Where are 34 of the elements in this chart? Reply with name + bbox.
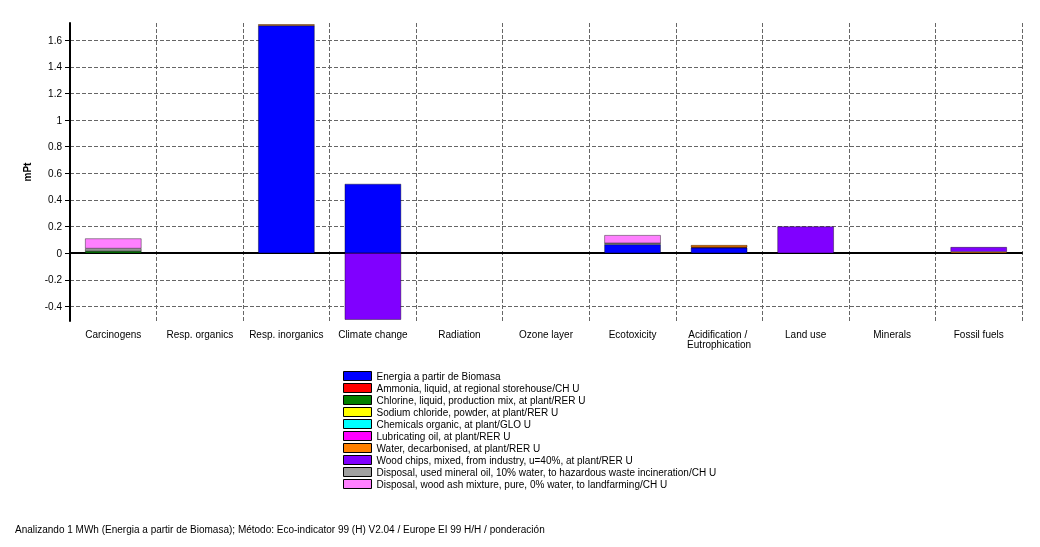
- x-tick-label: Minerals: [873, 328, 912, 340]
- y-tick-label: 1.4: [48, 61, 63, 73]
- y-tick-label: 0.4: [48, 194, 63, 206]
- y-tick-label: -0.4: [44, 300, 63, 312]
- x-tick-label: Acidification / Eutrophication: [687, 328, 752, 350]
- x-tick-label: Land use: [785, 328, 827, 340]
- x-tick-label: Carcinogens: [85, 328, 142, 340]
- x-tick-label: Ecotoxicity: [608, 328, 657, 340]
- legend-label: Disposal, wood ash mixture, pure, 0% water, to landfarming/CH U: [376, 478, 668, 490]
- y-tick-label: 0.6: [48, 167, 63, 179]
- x-tick-label: Radiation: [438, 328, 481, 340]
- y-tick-label: 0: [56, 247, 63, 259]
- x-tick-label: Resp. organics: [166, 328, 234, 340]
- legend-label: Wood chips, mixed, from industry, u=40%, at plant/RER U: [376, 454, 633, 466]
- x-tick-label: Ozone layer: [519, 328, 574, 340]
- x-tick-label: Climate change: [338, 328, 409, 340]
- x-tick-label: Fossil fuels: [953, 328, 1004, 340]
- y-tick-label: 0.8: [48, 141, 63, 153]
- legend-label: Water, decarbonised, at plant/RER U: [376, 442, 541, 454]
- legend-label: Ammonia, liquid, at regional storehouse/CH U: [376, 382, 580, 394]
- legend-label: Sodium chloride, powder, at plant/RER U: [376, 406, 559, 418]
- legend-label: Disposal, used mineral oil, 10% water, to hazardous waste incineration/CH U: [376, 466, 717, 478]
- text: Analizando 1 MWh (Energia a partir de Biomasa); Método: Eco-indicator 99 (H) V2.04 / Europe EI 99 H/H / ponderación: [15, 523, 545, 535]
- y-tick-label: 0.2: [48, 221, 63, 233]
- legend-label: Lubricating oil, at plant/RER U: [376, 430, 511, 442]
- y-tick-label: 1.2: [48, 88, 63, 100]
- y-tick-label: 1: [56, 114, 63, 126]
- legend-label: Chemicals organic, at plant/GLO U: [376, 418, 532, 430]
- x-tick-label: Resp. inorganics: [249, 328, 324, 340]
- y-tick-label: -0.2: [44, 274, 63, 286]
- y-tick-label: 1.6: [48, 34, 63, 46]
- legend-label: Chlorine, liquid, production mix, at plant/RER U: [376, 394, 586, 406]
- legend-label: Energia a partir de Biomasa: [376, 370, 501, 382]
- y-axis-title: mPt: [21, 161, 33, 182]
